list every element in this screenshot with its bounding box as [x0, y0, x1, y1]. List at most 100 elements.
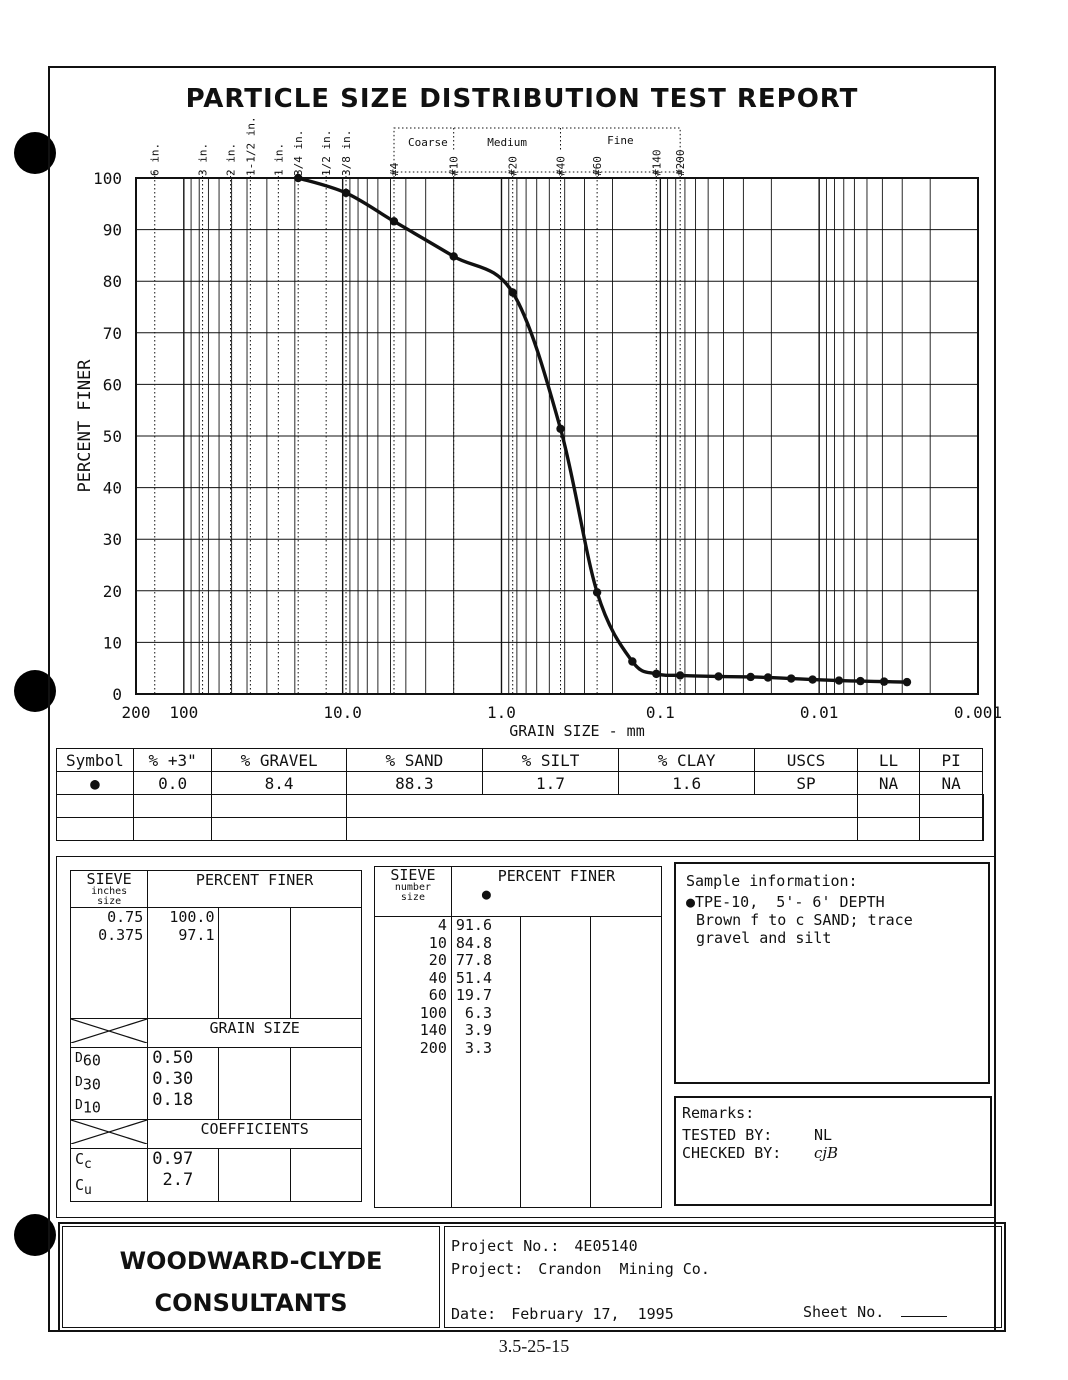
- summary-header-cell: Symbol: [56, 748, 134, 772]
- sieve-number-sizes: 4 10 20 40 60 100 140 200: [374, 916, 452, 1208]
- sieve-label: #20: [507, 156, 520, 176]
- sample-symbol: ●: [481, 885, 491, 903]
- data-point: [341, 188, 351, 198]
- chart-grid: 0 10 20 30 40 50 60 70 80 90 100 200 100 10.0 1.0 0.1 0.…: [75, 116, 1002, 740]
- summary-table: Symbol% +3"% GRAVEL% SAND% SILT% CLAY USC…: [56, 748, 984, 841]
- sieve-label: #4: [388, 162, 401, 176]
- y-tick-label: 0: [112, 685, 122, 704]
- summary-value-cell: NA: [919, 771, 983, 795]
- sand-band-box: [393, 127, 681, 173]
- y-tick-label: 80: [103, 272, 122, 291]
- sieve-number-values: 91.6 84.8 77.8 51.4 19.7 6.3 3.9 3.3: [450, 916, 521, 1208]
- company-name-line2: CONSULTANTS: [154, 1289, 348, 1317]
- summary-header-cell: % CLAY: [618, 748, 756, 772]
- d-label: D60: [75, 1051, 101, 1070]
- summary-data-row: ● 0.0 8.4 88.3 1.7 1.6 SP NA NA: [56, 771, 984, 795]
- data-point: [675, 671, 685, 680]
- coefficients-cross: [69, 1118, 149, 1149]
- sieve-label: #40: [555, 156, 568, 176]
- sample-description-1: Brown f to c SAND; trace: [696, 911, 913, 929]
- sieve-label: 2 in.: [225, 143, 238, 176]
- x-tick-label: 0.001: [954, 703, 1002, 722]
- summary-empty-row: [56, 794, 984, 818]
- data-point: [746, 672, 755, 682]
- y-tick-label: 40: [103, 479, 122, 498]
- y-axis-label: PERCENT FINER: [75, 359, 95, 493]
- band-label-medium: Medium: [487, 136, 527, 149]
- sieve-label: 3/8 in.: [340, 130, 353, 176]
- band-label-coarse: Coarse: [408, 136, 448, 149]
- d-values: 0.50 0.30 0.18: [147, 1047, 220, 1120]
- chart-marks: [293, 173, 912, 687]
- project-name-label: Project:: [451, 1260, 524, 1278]
- data-point: [293, 173, 303, 183]
- sieve-inch-sizes: 0.75 0.375: [69, 907, 149, 1019]
- sieve-label: 1 in.: [272, 143, 285, 176]
- data-point: [449, 252, 458, 261]
- data-point: [652, 669, 661, 679]
- grain-size-header: GRAIN SIZE: [147, 1018, 362, 1048]
- y-tick-label: 50: [103, 427, 122, 446]
- sieve-subheader: number size: [394, 882, 431, 903]
- d-label: D10: [75, 1098, 101, 1117]
- data-point: [592, 588, 602, 597]
- summary-header-row: Symbol% +3"% GRAVEL% SAND% SILT% CLAY USC…: [56, 748, 984, 772]
- summary-value-cell: 88.3: [345, 771, 483, 795]
- company-block: WOODWARD-CLYDE CONSULTANTS: [62, 1226, 440, 1328]
- sample-heading: Sample information:: [686, 872, 858, 890]
- y-tick-label: 30: [103, 530, 122, 549]
- data-point: [879, 677, 889, 686]
- x-tick-label: 0.1: [646, 703, 675, 722]
- sieve-label: 3 in.: [197, 143, 210, 176]
- checked-by-label: CHECKED BY:: [682, 1144, 782, 1162]
- summary-value-cell: ●: [56, 771, 134, 795]
- sieve-inches-table: SIEVE inches size PERCENT FINER 0.75 0.3…: [69, 870, 363, 1202]
- d-labels: D60 D30 D10: [69, 1047, 149, 1120]
- y-tick-label: 90: [103, 221, 122, 240]
- data-point: [389, 217, 399, 226]
- project-name-value: Crandon Mining Co.: [538, 1260, 710, 1278]
- x-tick-label: 0.01: [800, 703, 839, 722]
- sieve-label: #140: [650, 150, 663, 177]
- y-tick-label: 60: [103, 375, 122, 394]
- summary-header-cell: % SAND: [345, 748, 483, 772]
- y-tick-label: 70: [103, 324, 122, 343]
- footer-frame: [58, 1222, 1006, 1332]
- data-point: [556, 424, 565, 433]
- x-tick-label: 1.0: [487, 703, 516, 722]
- sheet-no-line: [901, 1316, 948, 1317]
- summary-empty-row: [56, 817, 984, 841]
- project-no-value: 4E05140: [574, 1237, 638, 1255]
- sieve-label: 6 in.: [149, 143, 162, 176]
- summary-header-cell: % +3": [132, 748, 213, 772]
- percent-finer-header: PERCENT FINER: [147, 870, 362, 908]
- summary-value-cell: 1.7: [481, 771, 620, 795]
- sample-description-2: gravel and silt: [696, 929, 832, 947]
- sieve-subheader: inches size: [91, 886, 128, 907]
- gradation-curve: [297, 176, 908, 684]
- data-point: [856, 676, 865, 686]
- remarks: Remarks: TESTED BY: NL CHECKED BY: cjB: [674, 1096, 992, 1206]
- data-point: [808, 675, 817, 684]
- tested-by-label: TESTED BY:: [682, 1126, 773, 1144]
- sieve-section-frame: [56, 856, 996, 1218]
- data-point: [834, 676, 844, 685]
- grain-size-chart: 0 10 20 30 40 50 60 70 80 90 100 200 100 10.0 1.0 0.1 0.…: [75, 116, 1002, 740]
- summary-header-cell: % SILT: [481, 748, 620, 772]
- grain-size-cross: [69, 1018, 149, 1048]
- c-values: 0.97 2.7: [147, 1147, 220, 1202]
- sample-information: Sample information: ●TPE-10, 5'- 6' DEPT…: [674, 862, 990, 1084]
- sieve-numbers-table: SIEVE number size PERCENT FINER ● 4 10 2…: [374, 866, 663, 1208]
- data-point: [786, 674, 796, 683]
- tested-by-value: NL: [814, 1126, 833, 1144]
- x-tick-label: 200: [122, 703, 151, 722]
- x-tick-label: 10.0: [323, 703, 362, 722]
- project-block: Project No.: 4E05140 Project: Crandon Mi…: [444, 1226, 1002, 1328]
- sieve-header: SIEVE: [86, 870, 132, 888]
- y-tick-label: 10: [103, 633, 122, 652]
- summary-header-cell: PI: [919, 748, 983, 772]
- sieve-label: #60: [591, 156, 604, 176]
- checked-by-signature: cjB: [814, 1144, 839, 1162]
- remarks-heading: Remarks:: [682, 1104, 755, 1122]
- company-name-line1: WOODWARD-CLYDE: [119, 1247, 383, 1275]
